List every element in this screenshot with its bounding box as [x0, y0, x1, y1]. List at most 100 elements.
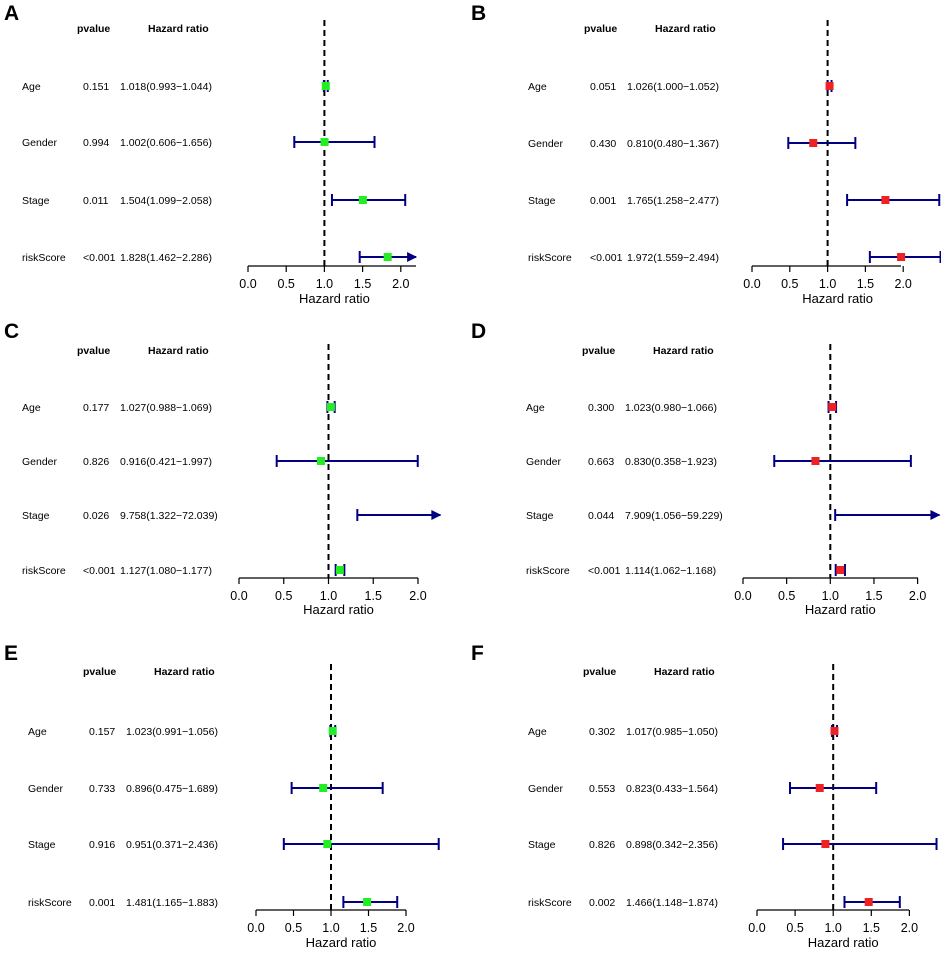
x-tick-label: 1.5: [360, 921, 377, 935]
row-hazard-ratio: 1.027(0.988−1.069): [120, 402, 212, 414]
x-tick-label: 1.5: [857, 277, 874, 291]
row-label: Stage: [528, 839, 556, 851]
row-label: Gender: [28, 783, 64, 795]
row-hazard-ratio: 1.114(1.062−1.168): [625, 565, 716, 577]
row-label: Gender: [22, 456, 58, 468]
row-label: Stage: [22, 195, 50, 207]
row-hazard-ratio: 0.823(0.433−1.564): [626, 783, 718, 795]
hr-marker: [321, 82, 330, 90]
row-pvalue: 0.994: [83, 137, 109, 149]
row-pvalue: 0.300: [588, 402, 614, 414]
row-label: riskScore: [528, 897, 572, 909]
row-label: Age: [528, 81, 547, 93]
ci-arrow: [431, 510, 442, 520]
row-pvalue: 0.001: [89, 897, 115, 909]
row-hazard-ratio: 1.026(1.000−1.052): [627, 81, 719, 93]
x-axis-title: Hazard ratio: [805, 602, 876, 617]
panel-letter: D: [471, 320, 486, 343]
row-pvalue: 0.157: [89, 726, 115, 738]
hr-marker: [864, 898, 873, 906]
x-tick-label: 1.0: [822, 589, 839, 603]
hr-marker: [328, 727, 337, 735]
x-tick-label: 0.5: [285, 921, 302, 935]
hr-marker: [825, 82, 834, 90]
hr-marker: [319, 784, 328, 792]
hr-marker: [335, 566, 344, 574]
row-hazard-ratio: 1.765(1.258−2.477): [627, 195, 719, 207]
row-hazard-ratio: 1.466(1.148−1.874): [626, 897, 718, 909]
row-pvalue: <0.001: [588, 565, 621, 577]
row-label: Age: [528, 726, 547, 738]
row-pvalue: 0.733: [89, 783, 115, 795]
hr-marker: [316, 457, 325, 465]
hr-marker: [358, 196, 367, 204]
row-label: Age: [28, 726, 47, 738]
x-axis-title: Hazard ratio: [303, 602, 374, 617]
hr-marker: [809, 139, 818, 147]
row-pvalue: 0.430: [590, 138, 616, 150]
hr-marker: [815, 784, 824, 792]
pvalue-header: pvalue: [584, 23, 617, 35]
row-label: riskScore: [526, 565, 570, 577]
row-hazard-ratio: 0.830(0.358−1.923): [625, 456, 717, 468]
hazard-ratio-header: Hazard ratio: [148, 345, 209, 357]
row-pvalue: 0.002: [589, 897, 615, 909]
x-axis-title: Hazard ratio: [306, 935, 377, 950]
row-hazard-ratio: 1.018(0.993−1.044): [120, 81, 212, 93]
row-pvalue: 0.044: [588, 510, 614, 522]
panel-letter: B: [471, 2, 486, 25]
row-label: Stage: [528, 195, 556, 207]
row-label: Age: [22, 81, 41, 93]
hr-marker: [897, 253, 906, 261]
x-tick-label: 1.5: [365, 589, 382, 603]
hr-marker: [811, 457, 820, 465]
x-tick-label: 1.0: [825, 921, 842, 935]
row-pvalue: 0.663: [588, 456, 614, 468]
row-pvalue: 0.011: [83, 195, 109, 207]
row-hazard-ratio: 1.504(1.099−2.058): [120, 195, 212, 207]
x-tick-label: 0.0: [230, 589, 247, 603]
row-label: Stage: [28, 839, 56, 851]
x-tick-label: 2.0: [909, 589, 926, 603]
row-pvalue: 0.177: [83, 402, 109, 414]
row-pvalue: 0.553: [589, 783, 615, 795]
row-hazard-ratio: 0.810(0.480−1.367): [627, 138, 719, 150]
row-label: riskScore: [22, 252, 66, 264]
panel-letter: E: [4, 642, 18, 665]
row-hazard-ratio: 9.758(1.322−72.039): [120, 510, 218, 522]
x-tick-label: 1.5: [865, 589, 882, 603]
row-pvalue: 0.001: [590, 195, 616, 207]
x-tick-label: 0.0: [239, 277, 256, 291]
row-label: Age: [22, 402, 41, 414]
row-hazard-ratio: 1.127(1.080−1.177): [120, 565, 212, 577]
row-pvalue: 0.826: [83, 456, 109, 468]
row-label: riskScore: [528, 252, 572, 264]
x-axis-title: Hazard ratio: [299, 291, 370, 306]
hr-marker: [821, 840, 830, 848]
row-hazard-ratio: 0.898(0.342−2.356): [626, 839, 718, 851]
x-tick-label: 1.5: [863, 921, 880, 935]
x-tick-label: 0.5: [781, 277, 798, 291]
row-hazard-ratio: 1.828(1.462−2.286): [120, 252, 212, 264]
pvalue-header: pvalue: [83, 666, 116, 678]
x-tick-label: 0.0: [743, 277, 760, 291]
row-pvalue: 0.916: [89, 839, 115, 851]
hr-marker: [363, 898, 372, 906]
row-hazard-ratio: 1.023(0.980−1.066): [625, 402, 717, 414]
x-tick-label: 1.0: [320, 589, 337, 603]
hr-marker: [830, 727, 839, 735]
x-tick-label: 1.0: [322, 921, 339, 935]
row-pvalue: <0.001: [83, 565, 116, 577]
row-hazard-ratio: 1.972(1.559−2.494): [627, 252, 719, 264]
x-tick-label: 2.0: [392, 277, 409, 291]
x-tick-label: 0.0: [247, 921, 264, 935]
x-tick-label: 2.0: [901, 921, 918, 935]
hr-marker: [326, 403, 335, 411]
hazard-ratio-header: Hazard ratio: [654, 666, 715, 678]
row-hazard-ratio: 0.951(0.371−2.436): [126, 839, 218, 851]
